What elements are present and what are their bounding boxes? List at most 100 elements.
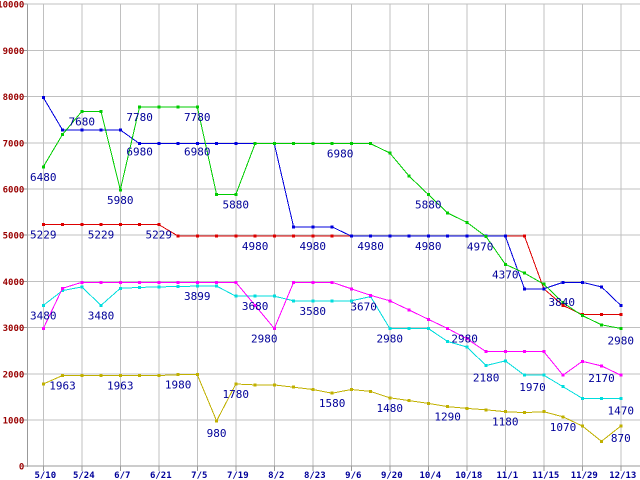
value-label: 1970 <box>519 381 546 394</box>
value-label: 3670 <box>350 301 377 314</box>
data-point-marker <box>619 373 623 377</box>
value-label: 4980 <box>415 240 442 253</box>
data-point-marker <box>426 317 430 321</box>
y-axis-label: 5000 <box>3 232 25 242</box>
y-axis-labels: 0 1000 2000 3000 4000 5000 6000 7000 8000 9000 100… <box>0 1 24 473</box>
data-point-marker <box>407 399 411 403</box>
data-point-marker <box>349 299 353 303</box>
axes <box>23 3 640 472</box>
data-point-marker <box>80 128 84 132</box>
data-point-marker <box>215 284 219 288</box>
value-label: 3899 <box>184 290 211 303</box>
value-label: 1470 <box>608 404 635 417</box>
data-point-marker <box>138 223 142 227</box>
data-point-marker <box>253 142 257 146</box>
value-label: 4980 <box>357 240 384 253</box>
x-axis-label: 11/1 <box>496 471 518 480</box>
data-point-marker <box>542 350 546 354</box>
value-label: 1180 <box>492 416 519 429</box>
value-label: 5229 <box>146 229 173 242</box>
value-label: 3580 <box>300 305 327 318</box>
data-point-marker <box>234 193 238 196</box>
series-magenta <box>41 280 623 377</box>
y-axis-label: 7000 <box>3 139 25 149</box>
data-point-marker <box>215 234 219 238</box>
data-point-marker <box>272 327 276 330</box>
data-point-marker <box>157 223 161 227</box>
data-point-marker <box>272 294 276 298</box>
data-point-marker <box>99 109 103 113</box>
value-label: 5229 <box>30 229 57 242</box>
series-line-magenta <box>42 281 622 376</box>
data-point-marker <box>138 105 142 109</box>
value-label: 5229 <box>88 229 115 242</box>
series-green <box>41 105 623 330</box>
data-point-marker <box>292 225 296 229</box>
data-point-marker <box>215 193 219 196</box>
value-label: 5980 <box>107 194 134 207</box>
data-point-marker <box>580 280 584 284</box>
value-label: 6980 <box>184 146 211 159</box>
data-point-marker <box>523 271 526 275</box>
data-point-marker <box>465 220 469 224</box>
value-labels: 6480 7680 5980 7780 7780 5880 6980 5880 4970 4370… <box>30 111 634 445</box>
data-point-marker <box>561 303 565 307</box>
data-point-marker <box>484 350 488 354</box>
data-point-marker <box>388 234 392 238</box>
data-point-marker <box>41 382 45 386</box>
data-point-marker <box>426 401 430 405</box>
data-point-marker <box>311 234 315 238</box>
x-axis-label: 8/23 <box>304 471 326 480</box>
data-point-marker <box>61 374 64 377</box>
data-point-marker <box>292 385 296 389</box>
x-axis-label: 6/7 <box>114 471 130 480</box>
data-point-marker <box>580 424 584 428</box>
data-point-marker <box>195 284 199 288</box>
data-point-marker <box>253 383 257 387</box>
data-point-marker <box>600 323 603 327</box>
data-point-marker <box>118 223 122 227</box>
data-point-marker <box>369 142 373 146</box>
data-point-marker <box>118 280 122 284</box>
data-point-marker <box>542 287 546 291</box>
data-point-marker <box>561 280 565 284</box>
data-point-marker <box>61 286 64 290</box>
x-axis-label: 5/24 <box>73 471 95 480</box>
x-axis-label: 9/6 <box>345 471 361 480</box>
series-line-green <box>42 106 621 329</box>
data-point-marker <box>80 285 84 289</box>
data-point-marker <box>215 280 219 284</box>
data-point-marker <box>292 280 296 284</box>
data-point-marker <box>407 174 411 178</box>
data-point-marker <box>561 373 565 377</box>
data-point-marker <box>349 287 353 291</box>
data-point-marker <box>330 391 334 395</box>
data-point-marker <box>523 234 526 238</box>
value-label: 2170 <box>588 372 615 385</box>
x-axis-label: 7/19 <box>227 471 249 480</box>
value-label: 6980 <box>327 148 354 161</box>
x-axis-label: 5/10 <box>34 471 56 480</box>
data-point-marker <box>157 280 161 284</box>
y-axis-label: 10000 <box>0 1 24 11</box>
value-label: 6980 <box>126 146 153 159</box>
data-point-marker <box>176 285 180 288</box>
data-point-marker <box>61 128 64 132</box>
series-cyan <box>41 284 623 400</box>
data-point-marker <box>272 234 276 238</box>
data-point-marker <box>138 374 142 377</box>
data-point-marker <box>580 314 584 318</box>
data-point-marker <box>234 142 238 146</box>
data-point-marker <box>600 439 603 443</box>
data-point-marker <box>388 299 392 303</box>
data-point-marker <box>176 234 180 238</box>
y-axis-label: 1000 <box>3 417 25 427</box>
data-point-marker <box>253 303 257 307</box>
data-point-marker <box>99 303 103 307</box>
value-label: 870 <box>611 432 631 445</box>
data-point-marker <box>176 373 180 377</box>
data-point-marker <box>349 388 353 391</box>
data-point-marker <box>542 410 546 414</box>
value-label: 2980 <box>377 333 404 346</box>
